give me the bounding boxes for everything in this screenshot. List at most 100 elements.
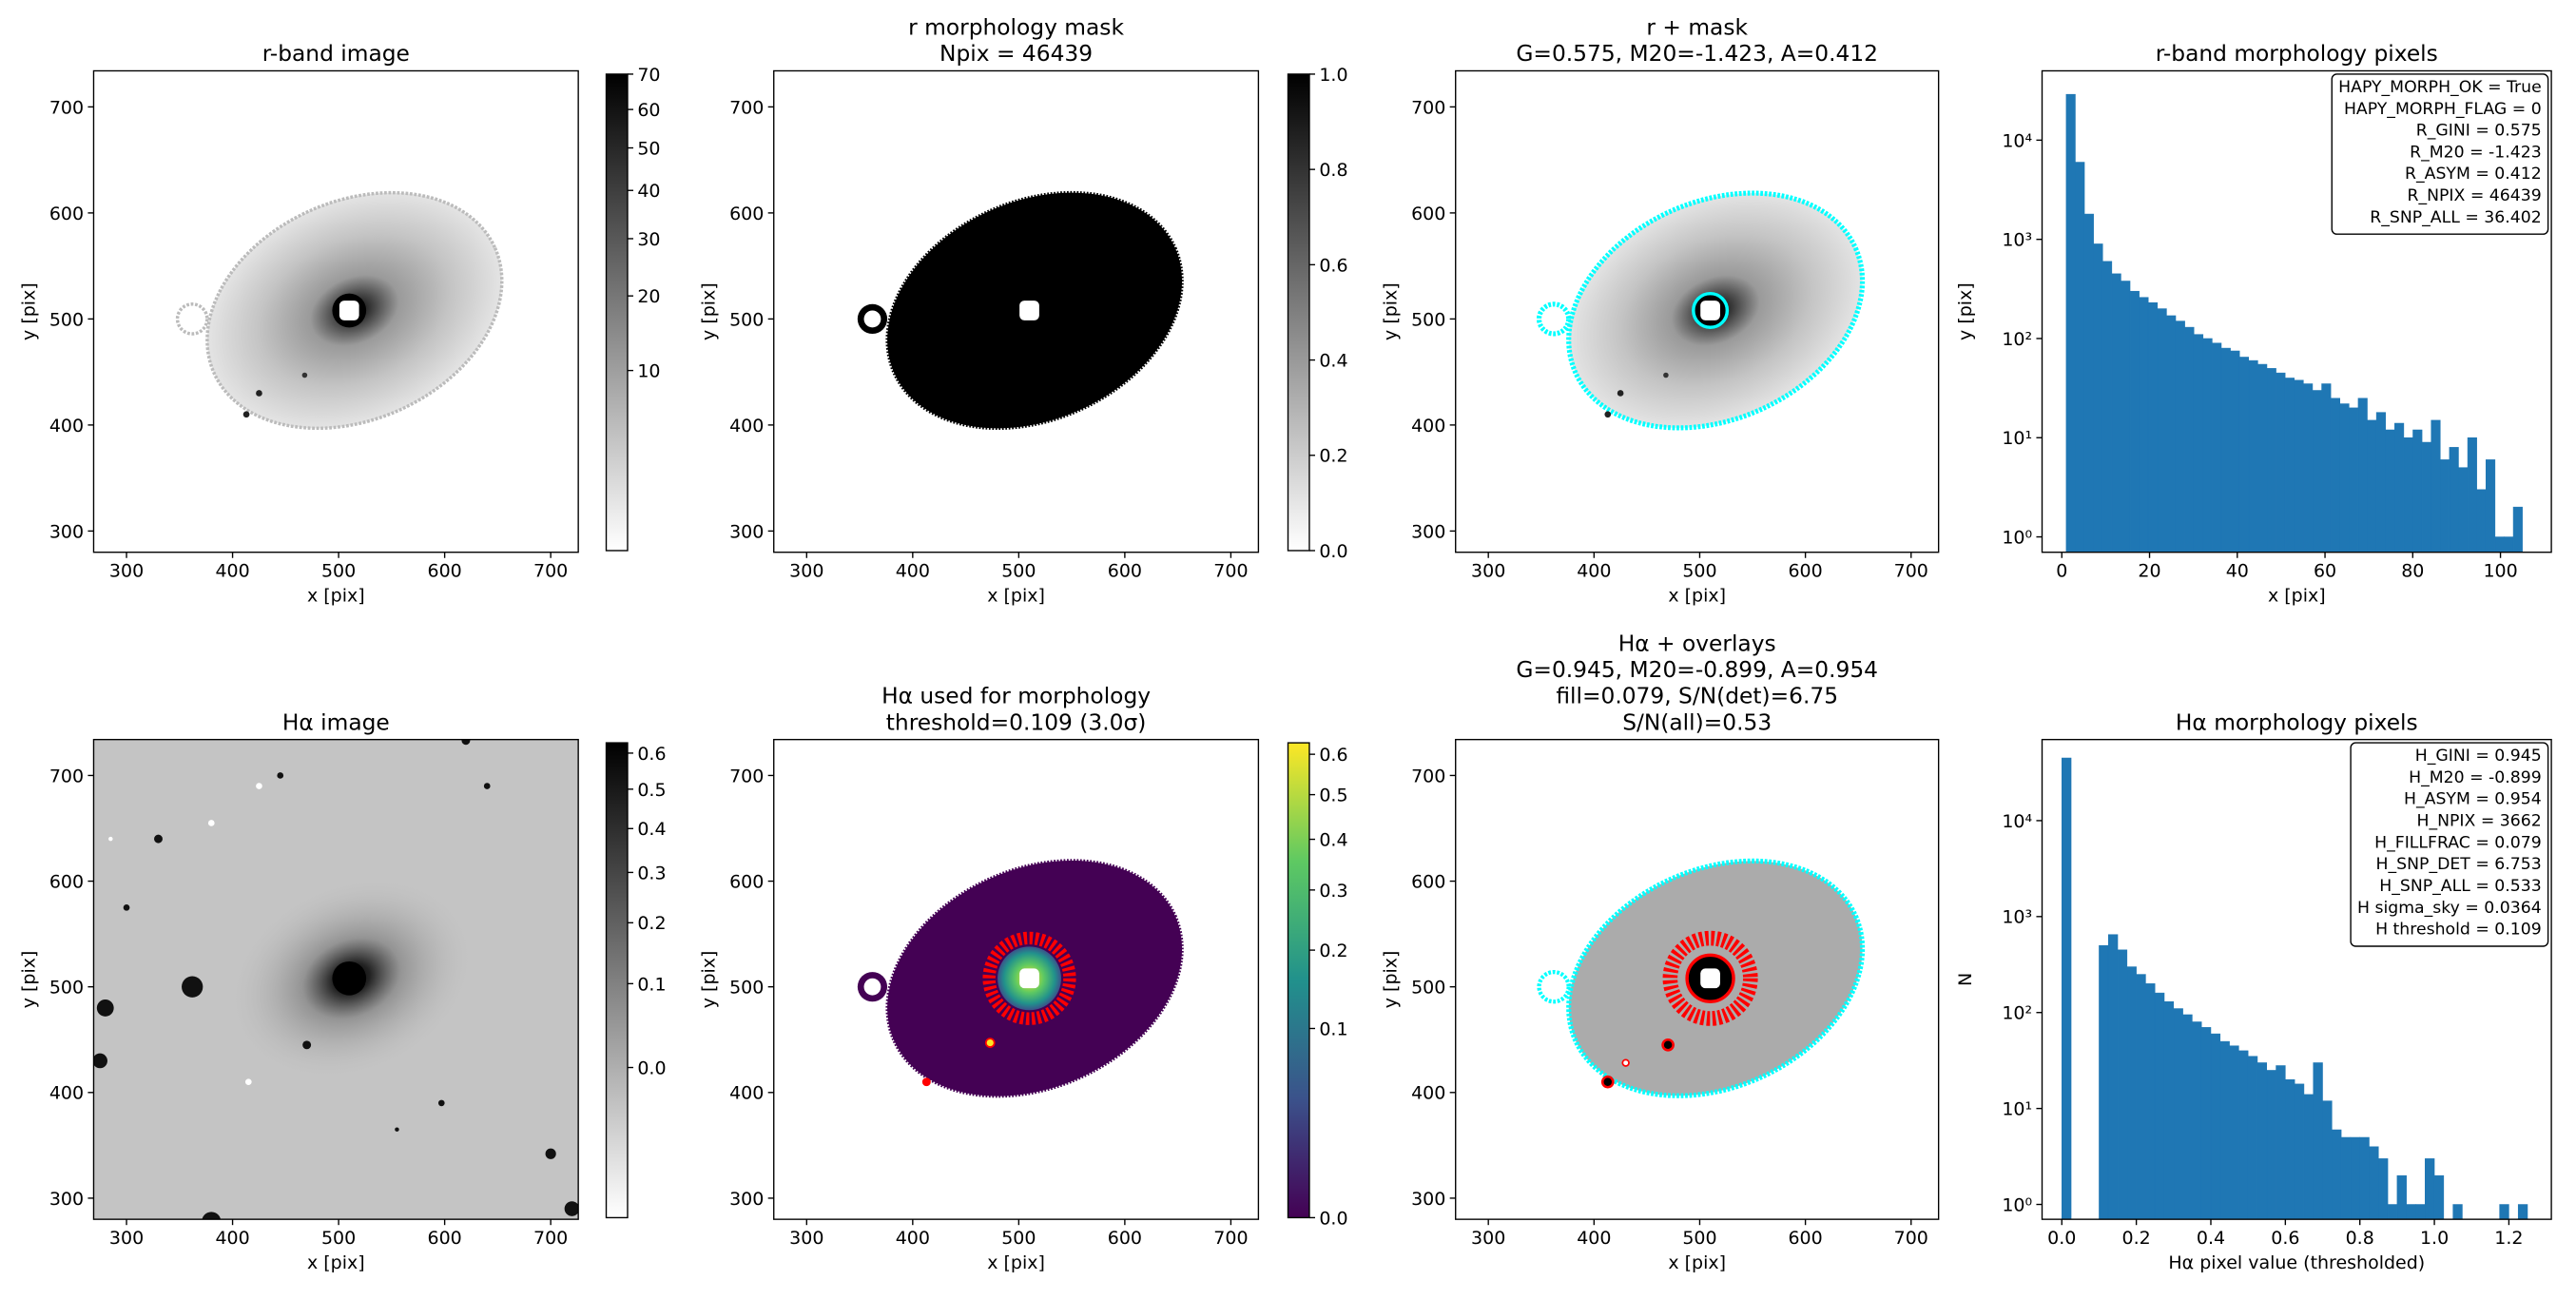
colorbar-tick-label: 0.1 [637, 974, 666, 995]
star [108, 836, 113, 842]
panel: 0 20 40 60 80 100 10⁰ 10¹ 10² 10³ 10⁴ x [pix] y [pix… [1955, 41, 2552, 607]
colorbar-tick-label: 0.3 [637, 863, 666, 883]
bar [2193, 334, 2204, 553]
bar [2247, 1056, 2258, 1220]
star [182, 976, 203, 998]
star [256, 390, 262, 397]
bar [2182, 1014, 2193, 1220]
bar [2238, 1050, 2249, 1220]
y-tick-label: 500 [729, 309, 764, 330]
annotation-box [2331, 73, 2549, 235]
y-tick-label: 500 [1411, 309, 1445, 330]
star [93, 1053, 107, 1069]
bar [2322, 1100, 2333, 1220]
star [545, 1148, 556, 1159]
bar [2375, 412, 2386, 553]
y-axis-label: N [1955, 973, 1976, 986]
star [256, 783, 262, 789]
bar [2431, 419, 2441, 553]
bar [2285, 1078, 2295, 1220]
bar [2458, 467, 2469, 553]
y-tick-label: 700 [1411, 766, 1445, 786]
annotation-line: HAPY_MORPH_OK = True [2338, 78, 2542, 97]
x-tick-label: 500 [1001, 1228, 1036, 1249]
y-tick-label: 400 [729, 416, 764, 437]
y-tick-label: 400 [1411, 416, 1445, 437]
bar [2200, 1027, 2212, 1220]
x-tick-label: 700 [1894, 1228, 1928, 1249]
x-tick-label: 700 [533, 561, 568, 582]
y-tick-label: 10⁰ [2002, 527, 2032, 548]
colorbar-tick-label: 0.4 [1319, 350, 1347, 371]
bar [2412, 429, 2423, 553]
x-tick-label: 80 [2401, 561, 2424, 582]
star [302, 1040, 312, 1050]
x-axis-label: x [pix] [2268, 586, 2326, 607]
annotation-line: R_M20 = -1.423 [2410, 143, 2542, 162]
y-tick-label: 10¹ [2002, 1099, 2032, 1120]
bar [2210, 1033, 2221, 1220]
panel-title: Hα morphology pixels [2176, 709, 2418, 735]
x-tick-label: 500 [1682, 561, 1716, 582]
colorbar-tick-label: 0.6 [637, 744, 666, 765]
bar [2452, 1204, 2463, 1220]
x-tick-label: 300 [109, 561, 144, 582]
colorbar-tick-label: 60 [637, 100, 660, 121]
bar [2062, 757, 2072, 1220]
panel-title: threshold=0.109 (3.0σ) [886, 709, 1147, 735]
bar [2126, 966, 2137, 1220]
star [564, 1201, 579, 1216]
x-tick-label: 700 [1894, 561, 1928, 582]
x-tick-label: 400 [1577, 561, 1611, 582]
axes-frame [92, 69, 579, 553]
annotation-line: HAPY_MORPH_FLAG = 0 [2344, 100, 2542, 119]
panel-title: G=0.575, M20=-1.423, A=0.412 [1516, 41, 1878, 67]
x-tick-label: 700 [1213, 1228, 1248, 1249]
colorbar-tick-label: 0.3 [1319, 881, 1347, 902]
bar [2266, 368, 2276, 553]
panel-title: r morphology mask [908, 14, 1124, 40]
image [773, 739, 1259, 1220]
bar [2394, 422, 2405, 553]
x-tick-label: 500 [321, 561, 356, 582]
bar [2303, 383, 2314, 553]
annotation-line: H sigma_sky = 0.0364 [2357, 899, 2542, 918]
bar [2184, 326, 2195, 553]
x-tick-label: 60 [2314, 561, 2336, 582]
colorbar [1287, 73, 1310, 552]
image [1455, 739, 1939, 1220]
y-tick-label: 500 [1411, 978, 1445, 999]
bar [2303, 1094, 2314, 1220]
y-tick-label: 10⁴ [2002, 130, 2032, 151]
bar [2266, 1070, 2276, 1220]
x-tick-label: 300 [789, 561, 823, 582]
x-axis-label: x [pix] [307, 1252, 365, 1273]
panel: 300 400 500 600 700 300 400 500 600 700 x [pix] y [… [1381, 14, 1940, 607]
knot [1600, 1075, 1615, 1089]
knot [984, 1038, 996, 1048]
bar [2230, 350, 2240, 553]
image [93, 739, 579, 1220]
y-tick-label: 600 [729, 871, 764, 892]
x-tick-label: 40 [2226, 561, 2249, 582]
bar [2220, 347, 2231, 553]
colorbar-tick-label: 30 [637, 229, 660, 250]
bar [2145, 983, 2156, 1220]
colorbar-tick-label: 0.5 [637, 780, 666, 801]
colorbar-tick-label: 0.2 [1319, 941, 1347, 961]
annotation: HAPY_MORPH_OK = True HAPY_MORPH_FLAG = 0 R… [2331, 73, 2549, 235]
y-tick-label: 400 [1411, 1083, 1445, 1104]
bar [2359, 1136, 2370, 1220]
bar [2433, 1174, 2445, 1220]
colorbar-tick-label: 50 [637, 138, 660, 159]
panel-title: Npix = 46439 [939, 41, 1093, 67]
colorbar-tick-label: 0.1 [1319, 1019, 1347, 1039]
bar [2129, 290, 2140, 553]
bar [2294, 379, 2304, 553]
star [277, 772, 284, 779]
y-tick-label: 10⁴ [2002, 811, 2032, 832]
colorbar-tick-label: 0.4 [1319, 829, 1347, 850]
star [301, 372, 308, 378]
bar [2369, 1146, 2379, 1220]
